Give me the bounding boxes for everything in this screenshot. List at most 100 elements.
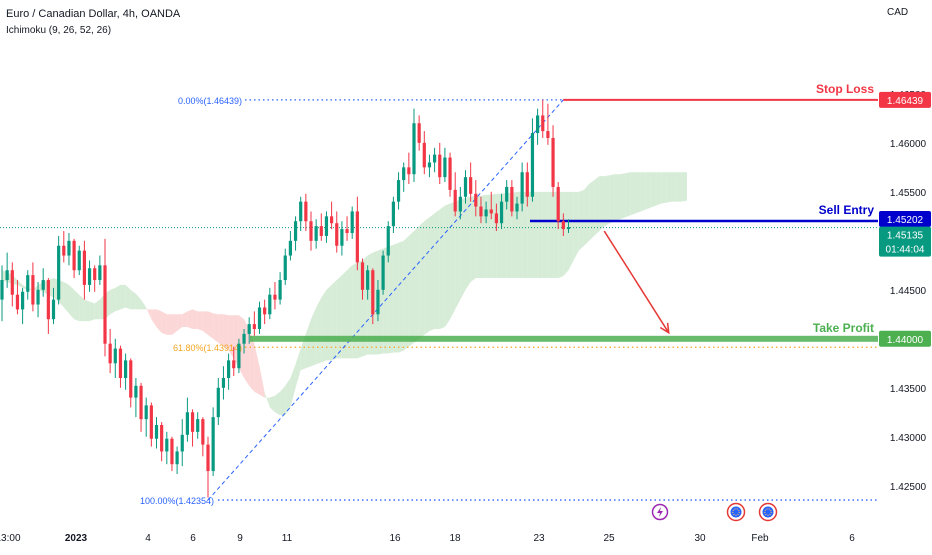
cloud-segment — [74, 289, 80, 322]
candle-body — [26, 275, 30, 292]
time-axis[interactable]: 13:00 2023 4 6 9 11 16 18 23 25 30 Feb 6 — [0, 533, 855, 544]
cloud-segment — [460, 197, 466, 300]
eu-stars-icon — [764, 508, 772, 516]
candle-body — [479, 206, 483, 217]
candle-body — [77, 250, 81, 271]
cloud-segment — [635, 172, 641, 214]
candle-body — [469, 177, 473, 194]
candle-body — [51, 299, 56, 320]
fib-label-0: 0.00%(1.46439) — [178, 96, 242, 106]
y-tick-label: 1.46000 — [890, 139, 927, 150]
cloud-segment — [486, 194, 492, 279]
x-tick-label: 6 — [190, 533, 196, 544]
sell-entry-price-tag-box — [879, 211, 931, 228]
cloud-segment — [424, 217, 430, 335]
eu-stars-icon — [732, 508, 740, 516]
take-profit-price-tag: 1.44000 — [887, 335, 924, 346]
candle-body — [21, 291, 25, 310]
cloud-segment — [197, 311, 203, 331]
candle-body — [561, 221, 565, 230]
cloud-segment — [650, 172, 657, 208]
candle-body — [129, 360, 133, 398]
cloud-segment — [63, 281, 69, 314]
candle-body — [345, 229, 349, 233]
candle-body — [237, 343, 241, 369]
cloud-segment — [130, 289, 136, 310]
cloud-segment — [285, 377, 291, 416]
candle-body — [366, 270, 370, 290]
cloud-segment — [465, 196, 471, 290]
indicator-legend[interactable]: Ichimoku (9, 26, 52, 26) — [6, 25, 112, 36]
cloud-segment — [280, 385, 286, 416]
cloud-segment — [156, 309, 162, 333]
candle-body — [273, 294, 277, 300]
cloud-segment — [94, 299, 100, 320]
cloud-segment — [115, 284, 121, 312]
currency-label: CAD — [887, 7, 909, 18]
candle-body — [41, 280, 45, 290]
trade-levels: Stop Loss Sell Entry Take Profit — [0, 82, 878, 342]
cloud-segment — [414, 226, 420, 343]
candle-body — [453, 189, 457, 212]
arrow-head — [659, 322, 670, 335]
event-markers[interactable] — [651, 502, 778, 522]
x-tick-label: 13:00 — [0, 533, 21, 544]
cloud-segment — [676, 172, 682, 202]
candle-body — [463, 177, 468, 197]
candle-body — [216, 387, 220, 418]
candle-body — [175, 451, 179, 465]
candle-body — [93, 268, 97, 281]
candle-body — [448, 157, 452, 190]
price-axis[interactable]: 1.425001.430001.435001.440001.445001.450… — [879, 90, 931, 493]
fib-trendline — [207, 99, 564, 501]
candle-body — [206, 444, 210, 472]
cloud-segment — [202, 311, 208, 335]
lightning-glyph-icon — [657, 507, 663, 517]
candle-body — [376, 289, 380, 315]
cloud-segment — [661, 172, 667, 204]
candle-body — [185, 412, 189, 435]
candle-body — [433, 154, 437, 163]
cloud-segment — [17, 280, 23, 288]
cloud-segment — [542, 191, 548, 279]
cloud-segment — [347, 265, 353, 359]
cloud-segment — [583, 184, 590, 246]
fib-label-618: 61.80%(1.43914) — [173, 343, 242, 353]
candle-body — [67, 240, 71, 256]
candle-body — [381, 255, 385, 290]
cloud-segment — [300, 333, 306, 371]
candle-body — [510, 186, 514, 212]
candle-body — [149, 405, 153, 439]
x-tick-label: Feb — [751, 533, 769, 544]
cloud-segment — [213, 313, 219, 343]
candle-body — [134, 385, 138, 398]
x-tick-label: 23 — [533, 533, 545, 544]
cloud-segment — [599, 176, 605, 232]
candle-body — [386, 226, 390, 256]
candle-body — [360, 262, 365, 290]
candle-body — [278, 280, 282, 300]
cloud-segment — [563, 191, 569, 277]
candle-body — [160, 425, 164, 452]
cloud-segment — [264, 392, 270, 408]
take-profit-line — [250, 335, 878, 342]
candle-body — [422, 142, 426, 168]
candle-body — [242, 333, 246, 344]
cloud-segment — [444, 203, 451, 328]
candle-body — [536, 115, 540, 134]
x-tick-label: 25 — [603, 533, 615, 544]
cloud-segment — [290, 364, 296, 408]
cloud-segment — [254, 343, 260, 395]
y-tick-label: 1.44500 — [890, 286, 927, 297]
candle-body — [340, 229, 344, 246]
candle-body — [304, 201, 308, 222]
candle-body — [252, 324, 256, 330]
cloud-segment — [434, 209, 440, 330]
candle-body — [165, 438, 169, 452]
cloud-segment — [408, 231, 414, 347]
x-tick-label: 11 — [282, 533, 293, 544]
candle-body — [402, 167, 406, 181]
cloud-segment — [208, 311, 214, 339]
